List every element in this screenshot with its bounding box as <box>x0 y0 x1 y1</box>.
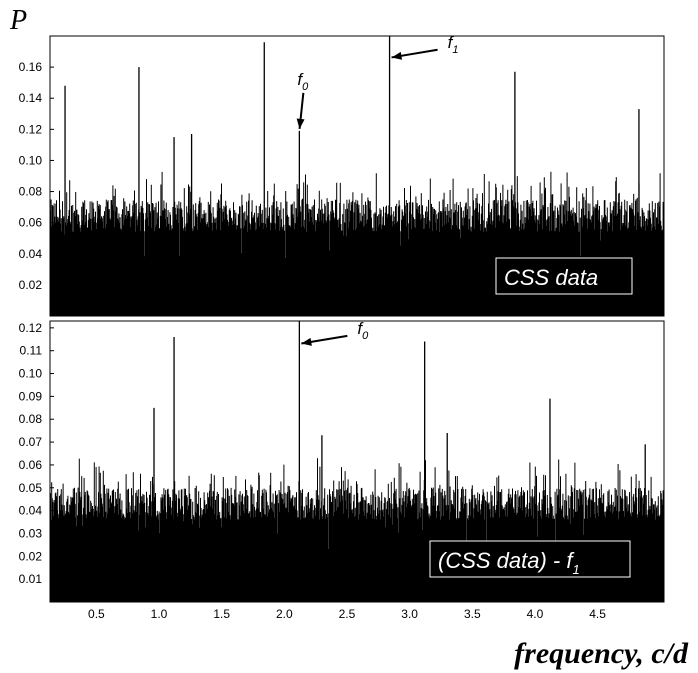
x-tick-label: 1.5 <box>213 607 230 621</box>
annotation-arrowhead <box>391 51 403 60</box>
x-tick-label: 0.5 <box>88 607 105 621</box>
y-tick-label: 0.11 <box>20 344 43 358</box>
x-tick-label: 2.5 <box>339 607 356 621</box>
y-tick-label: 0.03 <box>19 526 43 540</box>
annotation-subscript: 1 <box>452 44 458 56</box>
annotation-f0: f0 <box>301 319 369 346</box>
y-tick-label: 0.01 <box>19 572 43 586</box>
legend-box-text: CSS data <box>504 265 598 290</box>
plot-frame <box>49 35 665 317</box>
annotation-arrowhead <box>301 337 312 346</box>
annotation-label: f0 <box>297 70 309 93</box>
bottom-panel: 0.01 0.02 0.03 0.04 0.05 0.06 0.07 0.08 0.09 0.10… <box>19 319 665 621</box>
annotation-label: f1 <box>448 33 459 56</box>
annotation-subscript: 0 <box>362 330 369 342</box>
y-tick-label: 0.08 <box>19 185 43 199</box>
legend-box-text: (CSS data) - f1 <box>438 548 580 577</box>
annotation-f0: f0 <box>296 70 309 130</box>
annotation-label: f0 <box>357 319 369 342</box>
annotation-f1: f1 <box>391 33 459 60</box>
y-tick-label: 0.10 <box>19 153 43 167</box>
y-axis-label: P <box>9 5 27 36</box>
annotation-subscript: 0 <box>302 81 309 93</box>
y-tick-label: 0.08 <box>19 412 43 426</box>
y-tick-label: 0.06 <box>19 458 43 472</box>
y-tick-label: 0.16 <box>19 60 43 74</box>
x-tick-label: 1.0 <box>151 607 168 621</box>
legend-box: CSS data <box>495 257 633 295</box>
y-tick-label: 0.10 <box>19 367 43 381</box>
x-axis-label: frequency, c/d <box>514 637 689 670</box>
legend-box-subscript: 1 <box>572 562 579 577</box>
top-panel: 0.02 0.04 0.06 0.08 0.10 0.12 0.14 0.16 CSS data… <box>19 33 665 317</box>
y-tick-label: 0.12 <box>19 321 43 335</box>
x-tick-label: 3.5 <box>464 607 481 621</box>
y-tick-label: 0.06 <box>19 216 43 230</box>
x-tick-label: 4.0 <box>527 607 544 621</box>
x-tick-label: 4.5 <box>589 607 606 621</box>
y-tick-label: 0.09 <box>19 389 43 403</box>
y-tick-label: 0.04 <box>19 504 43 518</box>
y-tick-label: 0.14 <box>19 91 43 105</box>
y-tick-label: 0.07 <box>19 435 43 449</box>
noise-spikes <box>50 458 665 602</box>
legend-box: (CSS data) - f1 <box>429 540 631 578</box>
x-tick-label: 3.0 <box>401 607 418 621</box>
y-tick-label: 0.04 <box>19 247 43 261</box>
plot-frame <box>49 320 665 603</box>
y-tick-label: 0.12 <box>19 122 43 136</box>
x-tick-label: 2.0 <box>276 607 293 621</box>
annotation-arrowhead <box>296 118 305 129</box>
y-tick-label: 0.05 <box>19 481 43 495</box>
y-tick-label: 0.02 <box>19 549 43 563</box>
y-tick-label: 0.02 <box>19 278 43 292</box>
